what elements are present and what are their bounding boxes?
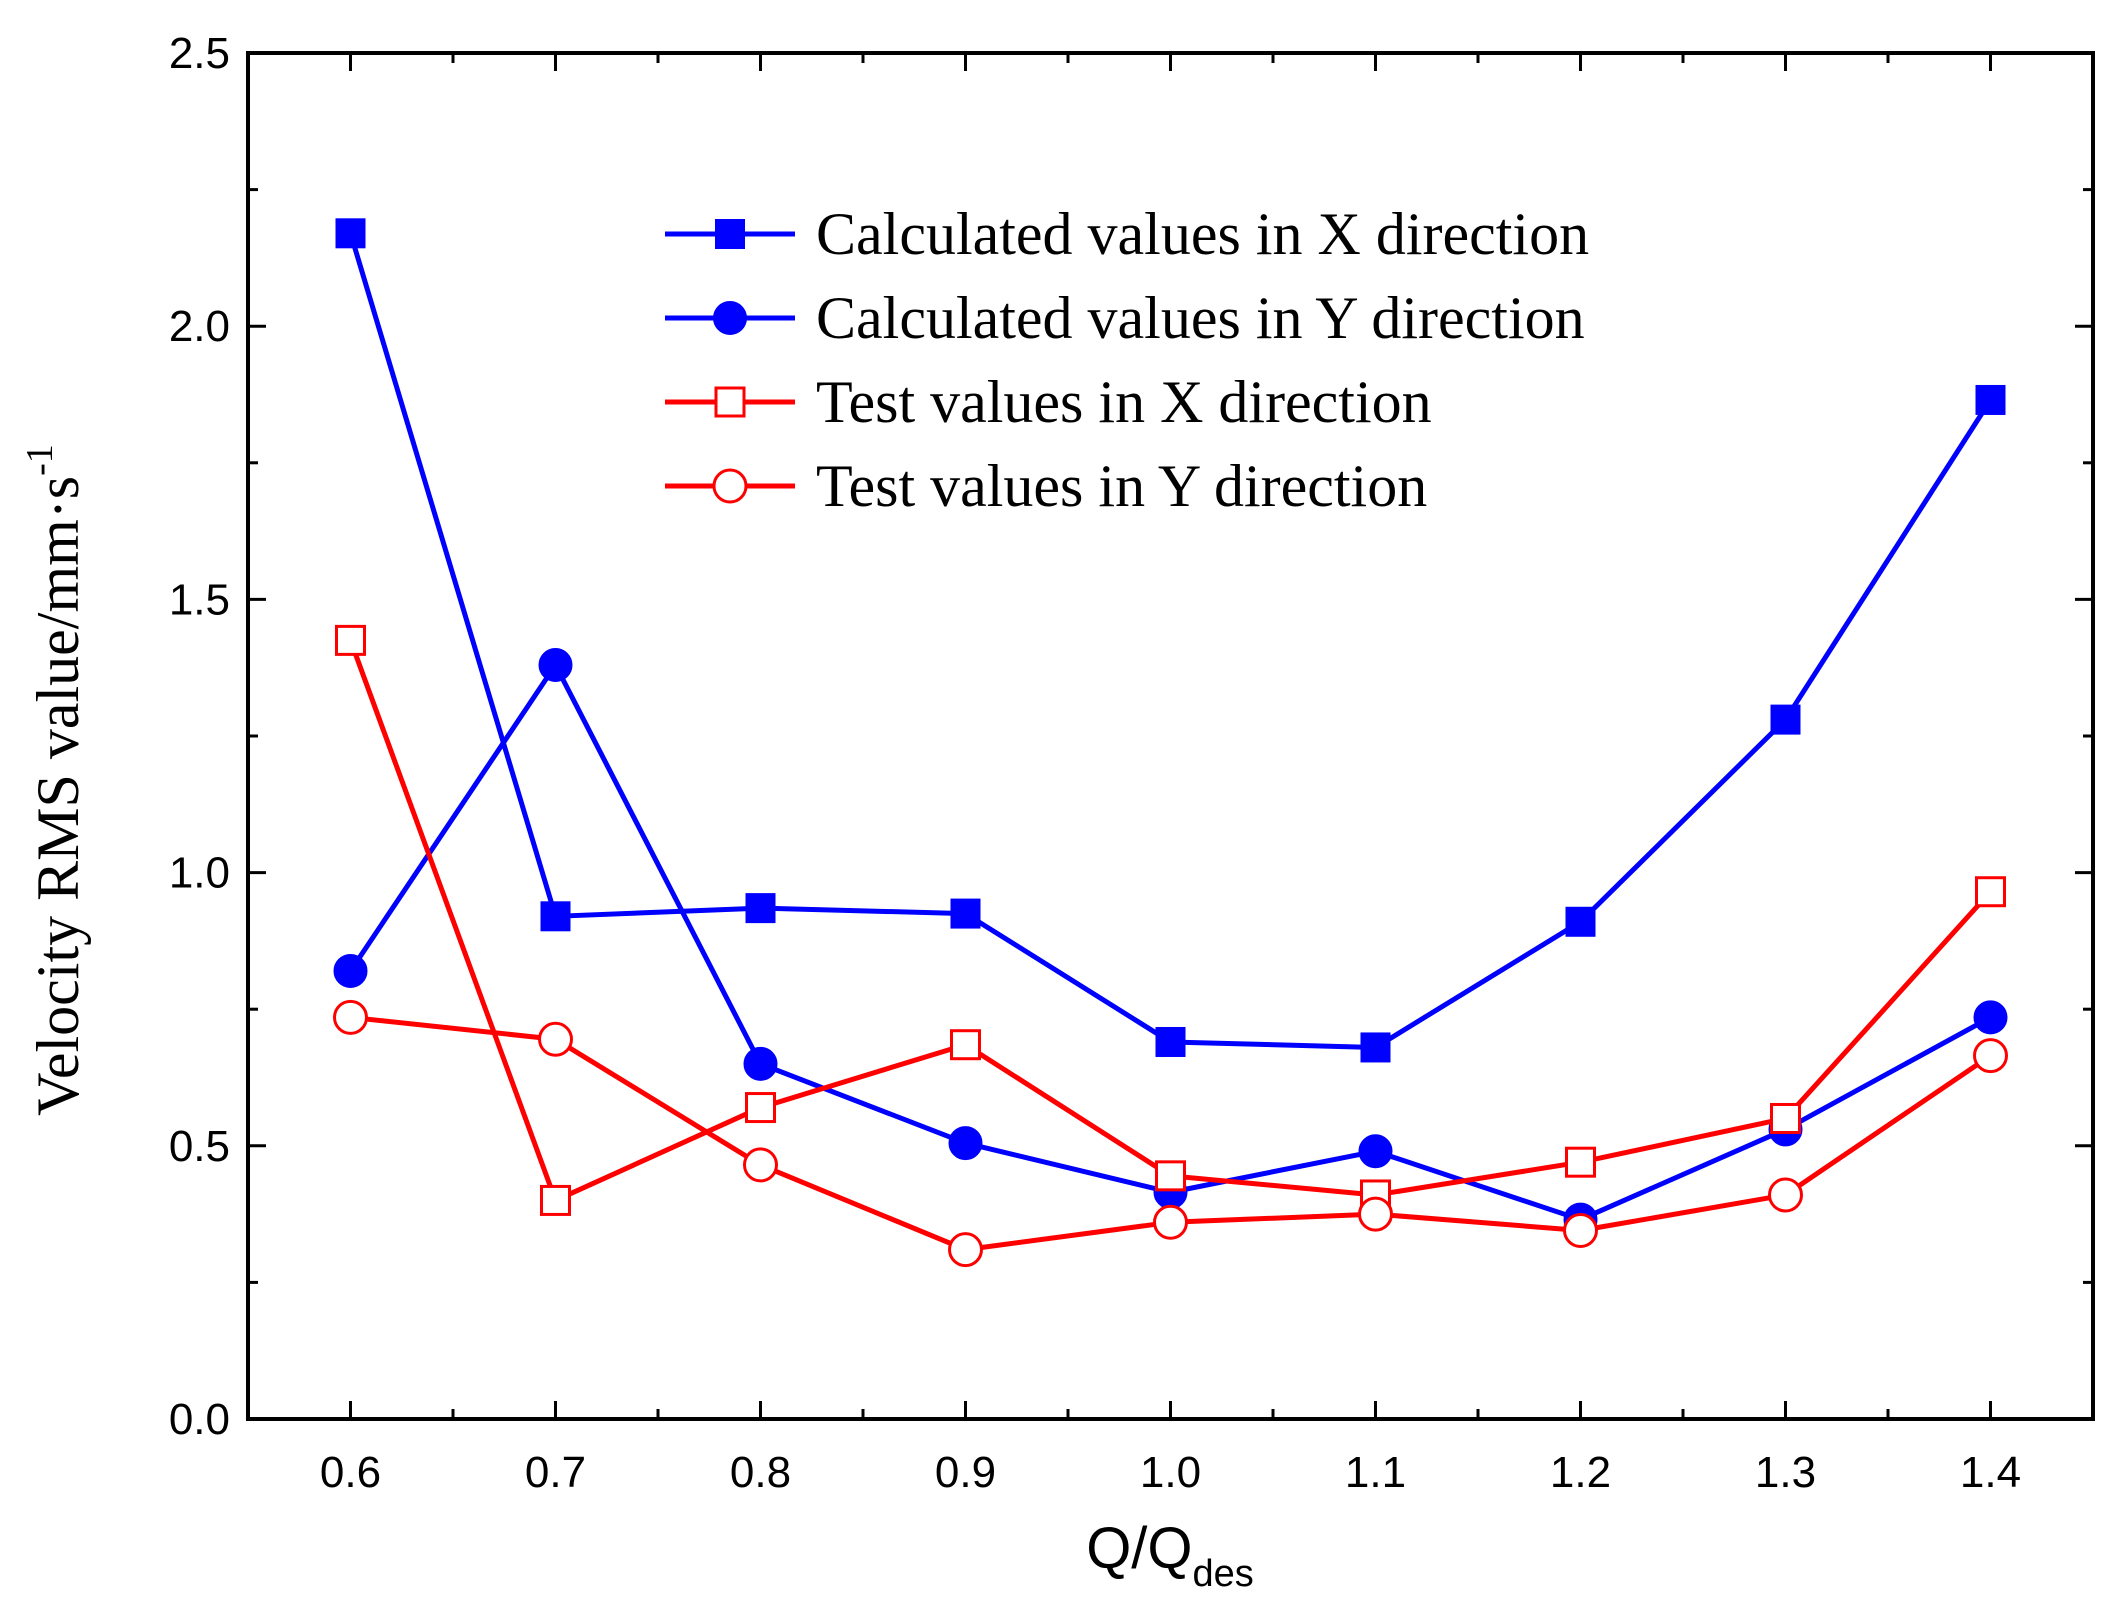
legend-label: Test values in Y direction (816, 453, 1427, 519)
data-point (1153, 1204, 1188, 1240)
series-layer (333, 218, 2008, 1268)
x-tick-label: 0.7 (525, 1448, 586, 1497)
legend-marker (713, 301, 747, 335)
data-point (540, 1184, 571, 1216)
x-tick-label: 1.4 (1960, 1448, 2021, 1497)
series-4 (333, 999, 2008, 1268)
data-point (1973, 1038, 2008, 1074)
data-point (743, 1147, 778, 1183)
data-point (1975, 384, 2006, 415)
y-tick-label: 2.0 (169, 302, 230, 351)
data-point (950, 898, 981, 929)
data-point (1565, 1146, 1596, 1178)
x-tick-label: 0.9 (935, 1448, 996, 1497)
y-tick-label: 0.5 (169, 1122, 230, 1171)
plot-area-frame (246, 51, 2095, 1421)
x-axis-title-subscript: des (1193, 1553, 1254, 1595)
data-point (745, 1092, 776, 1124)
y-tick-label: 1.5 (169, 575, 230, 624)
data-point (335, 218, 366, 249)
series-1 (335, 218, 2006, 1063)
legend-label: Test values in X direction (816, 369, 1432, 435)
y-axis-title-main: Velocity RMS value/mm·s (25, 476, 91, 1116)
data-point (1565, 906, 1596, 937)
tick-labels: 0.6 0.7 0.8 0.9 1.0 1.1 1.2 1.3 1.4 0.0 0.5 1.0 1.5 2… (169, 29, 2021, 1497)
data-point (538, 1021, 573, 1057)
legend: Calculated values in X direction Calculat… (665, 201, 1589, 519)
data-point (948, 1232, 983, 1268)
series-3 (335, 624, 2006, 1216)
legend-entry: Test values in X direction (665, 369, 1432, 435)
data-point (1360, 1032, 1391, 1063)
x-tick-label: 1.3 (1755, 1448, 1816, 1497)
legend-marker (715, 219, 745, 249)
data-point (950, 1029, 981, 1061)
y-tick-label: 1.0 (169, 849, 230, 898)
x-tick-label: 1.1 (1345, 1448, 1406, 1497)
legend-marker (712, 468, 748, 504)
data-point (333, 999, 368, 1035)
data-point (1563, 1212, 1598, 1248)
y-tick-label: 0.0 (169, 1395, 230, 1444)
data-point (1358, 1134, 1393, 1169)
data-point (948, 1126, 983, 1161)
data-point (743, 1046, 778, 1081)
y-axis-title-superscript: -1 (19, 444, 61, 476)
legend-label: Calculated values in Y direction (816, 285, 1585, 351)
data-point (333, 953, 368, 988)
legend-entry: Test values in Y direction (665, 453, 1427, 519)
y-tick-label: 2.5 (169, 29, 230, 78)
data-point (745, 893, 776, 924)
x-tick-label: 0.8 (730, 1448, 791, 1497)
x-axis-title-main: Q/Q (1086, 1516, 1192, 1581)
data-point (1973, 1000, 2008, 1035)
legend-entry: Calculated values in X direction (665, 201, 1589, 267)
x-tick-label: 1.0 (1140, 1448, 1201, 1497)
y-axis-title: Velocity RMS value/mm·s-1 (19, 444, 91, 1116)
data-point (538, 647, 573, 682)
data-point (1770, 704, 1801, 735)
legend-marker (714, 386, 746, 418)
x-tick-label: 1.2 (1550, 1448, 1611, 1497)
data-point (1770, 1102, 1801, 1134)
legend-label: Calculated values in X direction (816, 201, 1589, 267)
data-point (540, 901, 571, 932)
data-point (1358, 1196, 1393, 1232)
data-point (335, 624, 366, 656)
data-point (1155, 1160, 1186, 1192)
x-tick-label: 0.6 (320, 1448, 381, 1497)
legend-entry: Calculated values in Y direction (665, 285, 1585, 351)
data-point (1155, 1026, 1186, 1057)
data-point (1768, 1177, 1803, 1213)
data-point (1975, 876, 2006, 908)
x-axis-title: Q/Qdes (1086, 1516, 1254, 1595)
